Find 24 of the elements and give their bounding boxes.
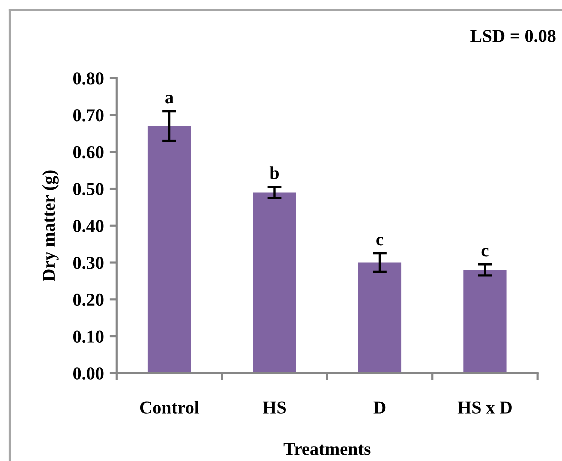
y-tick-label: 0.00 — [73, 368, 104, 380]
y-tick-label: 0.60 — [73, 146, 104, 159]
x-axis-title: Treatments — [284, 443, 371, 456]
annotation: c — [376, 237, 384, 246]
x-tick-label: Control — [140, 401, 200, 414]
y-tick-label: 0.50 — [73, 183, 104, 196]
x-tick-label: D — [374, 402, 386, 414]
annotation: b — [270, 166, 280, 180]
x-tick-label: HS — [263, 402, 286, 414]
y-tick-label: 0.70 — [73, 110, 104, 122]
text: LSD = 0.08 — [470, 30, 556, 42]
y-tick-label: 0.20 — [73, 294, 104, 306]
bar — [358, 262, 402, 374]
y-tick-label: 0.40 — [73, 220, 104, 232]
y-tick-label: 0.30 — [73, 257, 104, 270]
y-tick-label: 0.80 — [73, 72, 104, 85]
y-axis-title: Dry matter (g) — [42, 170, 59, 282]
bar — [464, 270, 507, 374]
annotation: a — [166, 95, 174, 104]
x-tick-label: HS x D — [458, 402, 512, 414]
annotation: c — [482, 248, 489, 257]
bar — [148, 126, 192, 374]
bar — [253, 192, 296, 374]
y-tick-label: 0.10 — [73, 330, 104, 344]
